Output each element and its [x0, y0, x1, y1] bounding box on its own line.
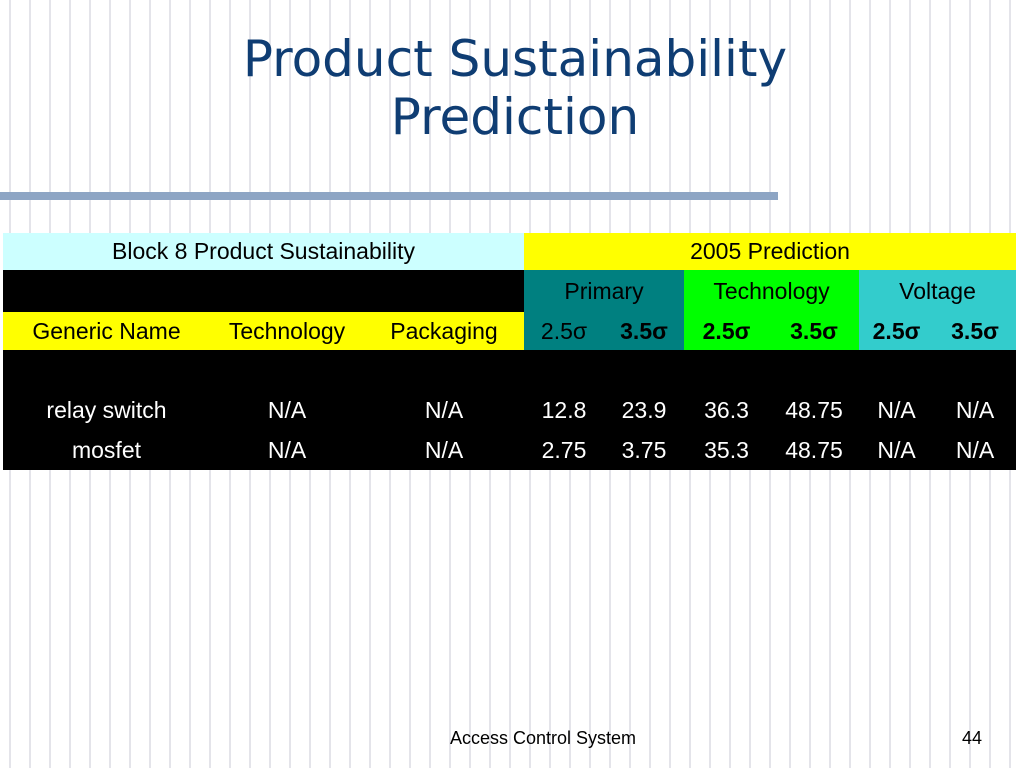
sustainability-table: Block 8 Product Sustainability 2005 Pred… [3, 233, 1016, 470]
slide-footer: Access Control System [450, 728, 637, 748]
column-header-generic-name: Generic Name [3, 312, 210, 350]
column-header-primary-2-5-sigma: 2.5σ [524, 312, 604, 350]
table-header-right: 2005 Prediction [524, 233, 1016, 270]
column-header-packaging: Packaging [364, 312, 524, 350]
table-cell: 48.75 [769, 390, 859, 430]
table-cell: 36.3 [684, 390, 769, 430]
table-row: mosfet N/A N/A 2.75 3.75 35.3 48.75 N/A … [3, 430, 1016, 470]
table-cell: 3.75 [604, 430, 684, 470]
page-number: 44 [962, 728, 983, 748]
title-divider [0, 192, 778, 200]
slide-title-line-1: Product Sustainability [242, 30, 788, 88]
group-header-blank [3, 270, 524, 312]
column-header-voltage-2-5-sigma: 2.5σ [859, 312, 934, 350]
table-cell: N/A [934, 430, 1016, 470]
slide-title-line-2: Prediction [390, 88, 640, 146]
table-header-left: Block 8 Product Sustainability [3, 233, 524, 270]
table-cell: N/A [210, 430, 364, 470]
group-header-primary: Primary [524, 270, 684, 312]
table-cell: 12.8 [524, 390, 604, 430]
group-header-technology: Technology [684, 270, 859, 312]
table-cell: N/A [210, 390, 364, 430]
group-header-voltage: Voltage [859, 270, 1016, 312]
slide-title: Product Sustainability Prediction [60, 30, 970, 146]
table-spacer-row [3, 350, 1016, 390]
column-header-technology-3-5-sigma: 3.5σ [769, 312, 859, 350]
table-cell: N/A [364, 390, 524, 430]
table-cell: N/A [859, 430, 934, 470]
column-header-primary-3-5-sigma: 3.5σ [604, 312, 684, 350]
column-header-technology-2-5-sigma: 2.5σ [684, 312, 769, 350]
table-cell: N/A [934, 390, 1016, 430]
column-header-technology: Technology [210, 312, 364, 350]
table-row: relay switch N/A N/A 12.8 23.9 36.3 48.7… [3, 390, 1016, 430]
table-cell: relay switch [3, 390, 210, 430]
table-cell: 23.9 [604, 390, 684, 430]
table-cell: 2.75 [524, 430, 604, 470]
column-header-voltage-3-5-sigma: 3.5σ [934, 312, 1016, 350]
table-cell: 48.75 [769, 430, 859, 470]
table-cell: N/A [859, 390, 934, 430]
table-cell: N/A [364, 430, 524, 470]
table-cell: mosfet [3, 430, 210, 470]
table-cell: 35.3 [684, 430, 769, 470]
